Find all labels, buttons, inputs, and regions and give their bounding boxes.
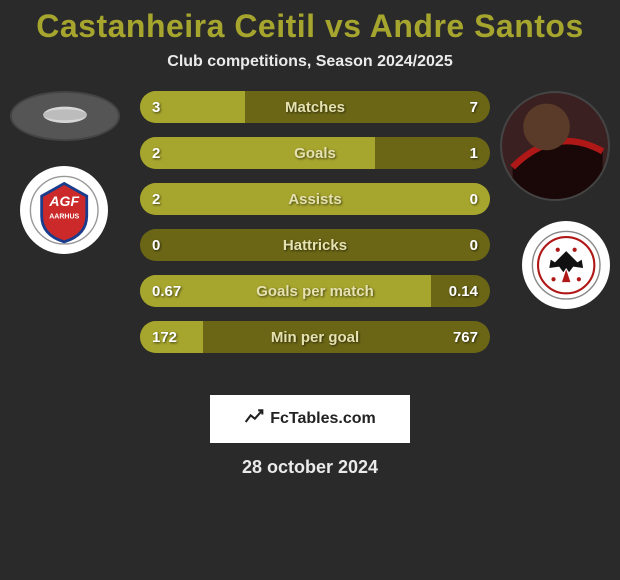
stat-label: Matches: [140, 99, 490, 116]
page-title: Castanheira Ceitil vs Andre Santos: [0, 0, 620, 45]
branding-badge: FcTables.com: [210, 395, 410, 443]
stat-label: Goals per match: [140, 283, 490, 300]
player-left-photo: [10, 91, 120, 141]
stat-label: Goals: [140, 145, 490, 162]
subtitle: Club competitions, Season 2024/2025: [0, 53, 620, 71]
player-right-photo: [500, 91, 610, 201]
player-right-club-badge: [522, 221, 610, 309]
branding-text: FcTables.com: [270, 410, 376, 428]
snapshot-date: 28 october 2024: [0, 457, 620, 478]
stat-label: Hattricks: [140, 237, 490, 254]
stat-row: 0.67Goals per match0.14: [140, 275, 490, 307]
badge-left-text: AGF: [48, 193, 79, 209]
player-left-club-badge: AGF AARHUS: [20, 166, 108, 254]
stat-bars: 3Matches7 2Goals1 2Assists0 0Hattricks0 0.67…: [140, 91, 490, 367]
stat-row: 0Hattricks0: [140, 229, 490, 261]
stat-label: Assists: [140, 191, 490, 208]
stat-row: 2Assists0: [140, 183, 490, 215]
stat-row: 172Min per goal767: [140, 321, 490, 353]
comparison-panel: AGF AARHUS 3Matches7 2Goals1 2Assists0 0Hat…: [10, 91, 610, 391]
stat-row: 3Matches7: [140, 91, 490, 123]
branding-icon: [244, 407, 264, 432]
stat-label: Min per goal: [140, 329, 490, 346]
stat-row: 2Goals1: [140, 137, 490, 169]
badge-left-subtext: AARHUS: [49, 213, 79, 220]
